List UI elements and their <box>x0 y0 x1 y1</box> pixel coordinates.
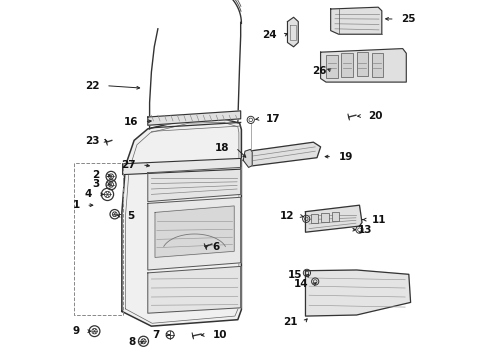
Bar <box>326 55 338 78</box>
Text: 4: 4 <box>85 189 92 199</box>
Polygon shape <box>305 270 411 316</box>
Bar <box>311 214 318 223</box>
Text: 19: 19 <box>339 152 353 162</box>
Text: 12: 12 <box>279 211 294 221</box>
Text: 7: 7 <box>152 330 160 340</box>
Bar <box>321 213 328 222</box>
Polygon shape <box>148 266 241 313</box>
Polygon shape <box>148 197 241 270</box>
Polygon shape <box>243 142 320 166</box>
Text: 10: 10 <box>213 330 227 340</box>
Polygon shape <box>243 149 252 167</box>
Text: 24: 24 <box>262 30 277 40</box>
Text: 26: 26 <box>312 66 326 76</box>
Text: 9: 9 <box>73 326 79 336</box>
Text: 20: 20 <box>368 111 383 121</box>
Text: 2: 2 <box>92 170 99 180</box>
Text: 8: 8 <box>128 337 136 347</box>
Polygon shape <box>148 167 241 202</box>
Text: 14: 14 <box>294 279 308 289</box>
Text: 18: 18 <box>215 143 229 153</box>
Text: 6: 6 <box>213 242 220 252</box>
Polygon shape <box>122 119 242 326</box>
Text: 22: 22 <box>85 81 99 91</box>
Text: 15: 15 <box>287 270 302 280</box>
Text: 11: 11 <box>372 215 386 225</box>
Bar <box>342 53 353 77</box>
Text: 3: 3 <box>92 179 99 189</box>
Polygon shape <box>305 205 362 232</box>
Polygon shape <box>320 49 406 82</box>
Polygon shape <box>331 7 382 34</box>
Text: 27: 27 <box>121 160 136 170</box>
Text: 17: 17 <box>266 114 280 124</box>
Text: 23: 23 <box>85 136 99 146</box>
Bar <box>372 53 383 77</box>
Text: 1: 1 <box>73 200 80 210</box>
Polygon shape <box>288 17 298 47</box>
Polygon shape <box>155 206 234 257</box>
Text: 5: 5 <box>127 211 135 221</box>
Bar <box>357 52 368 76</box>
Polygon shape <box>148 111 241 125</box>
Text: 25: 25 <box>401 14 416 24</box>
Polygon shape <box>122 158 241 175</box>
Text: 13: 13 <box>357 225 372 235</box>
Bar <box>332 212 339 221</box>
Text: 16: 16 <box>123 117 138 127</box>
Text: 21: 21 <box>283 317 297 327</box>
